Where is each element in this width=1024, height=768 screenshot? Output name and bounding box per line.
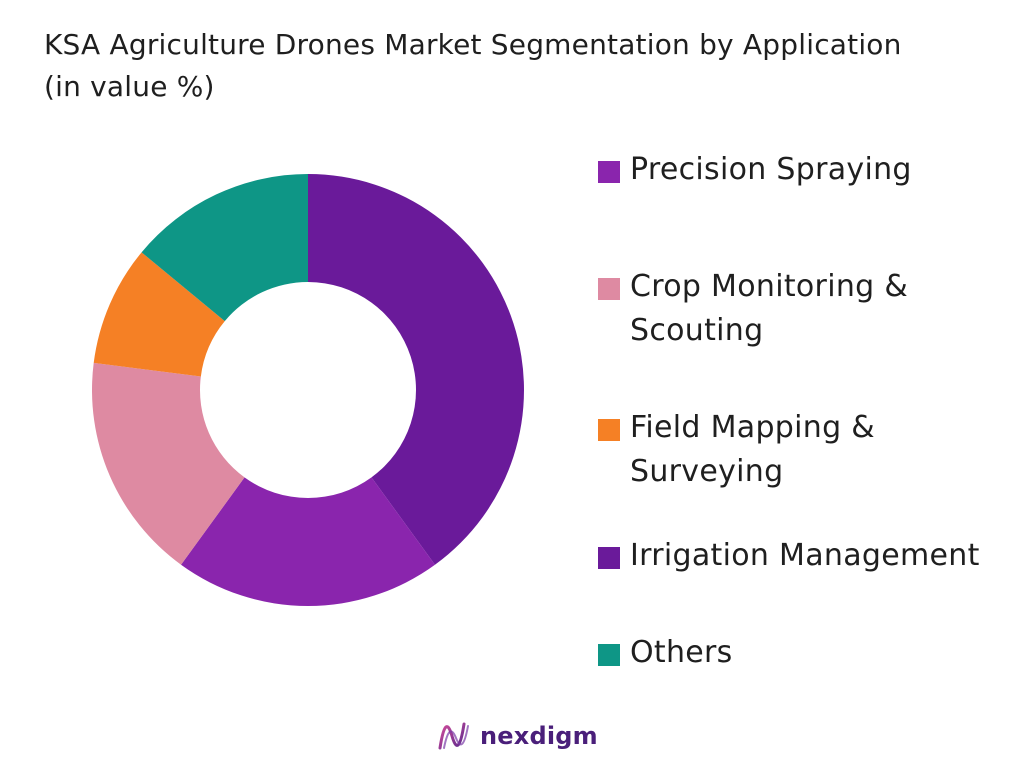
- chart-title-line-2: (in value %): [44, 70, 215, 103]
- brand-name: nexdigm: [480, 722, 598, 750]
- chart-title: KSA Agriculture Drones Market Segmentati…: [44, 24, 1004, 108]
- nexdigm-logo-icon: [438, 722, 469, 750]
- slice-irrigation-management: [181, 477, 435, 607]
- slice-others: [141, 174, 308, 322]
- slice-crop-monitoring-scouting: [92, 362, 245, 565]
- slice-precision-spraying: [308, 174, 524, 565]
- brand-logo: nexdigm: [436, 714, 598, 758]
- chart-title-line-1: KSA Agriculture Drones Market Segmentati…: [44, 28, 902, 61]
- slice-field-mapping-surveying: [93, 252, 225, 377]
